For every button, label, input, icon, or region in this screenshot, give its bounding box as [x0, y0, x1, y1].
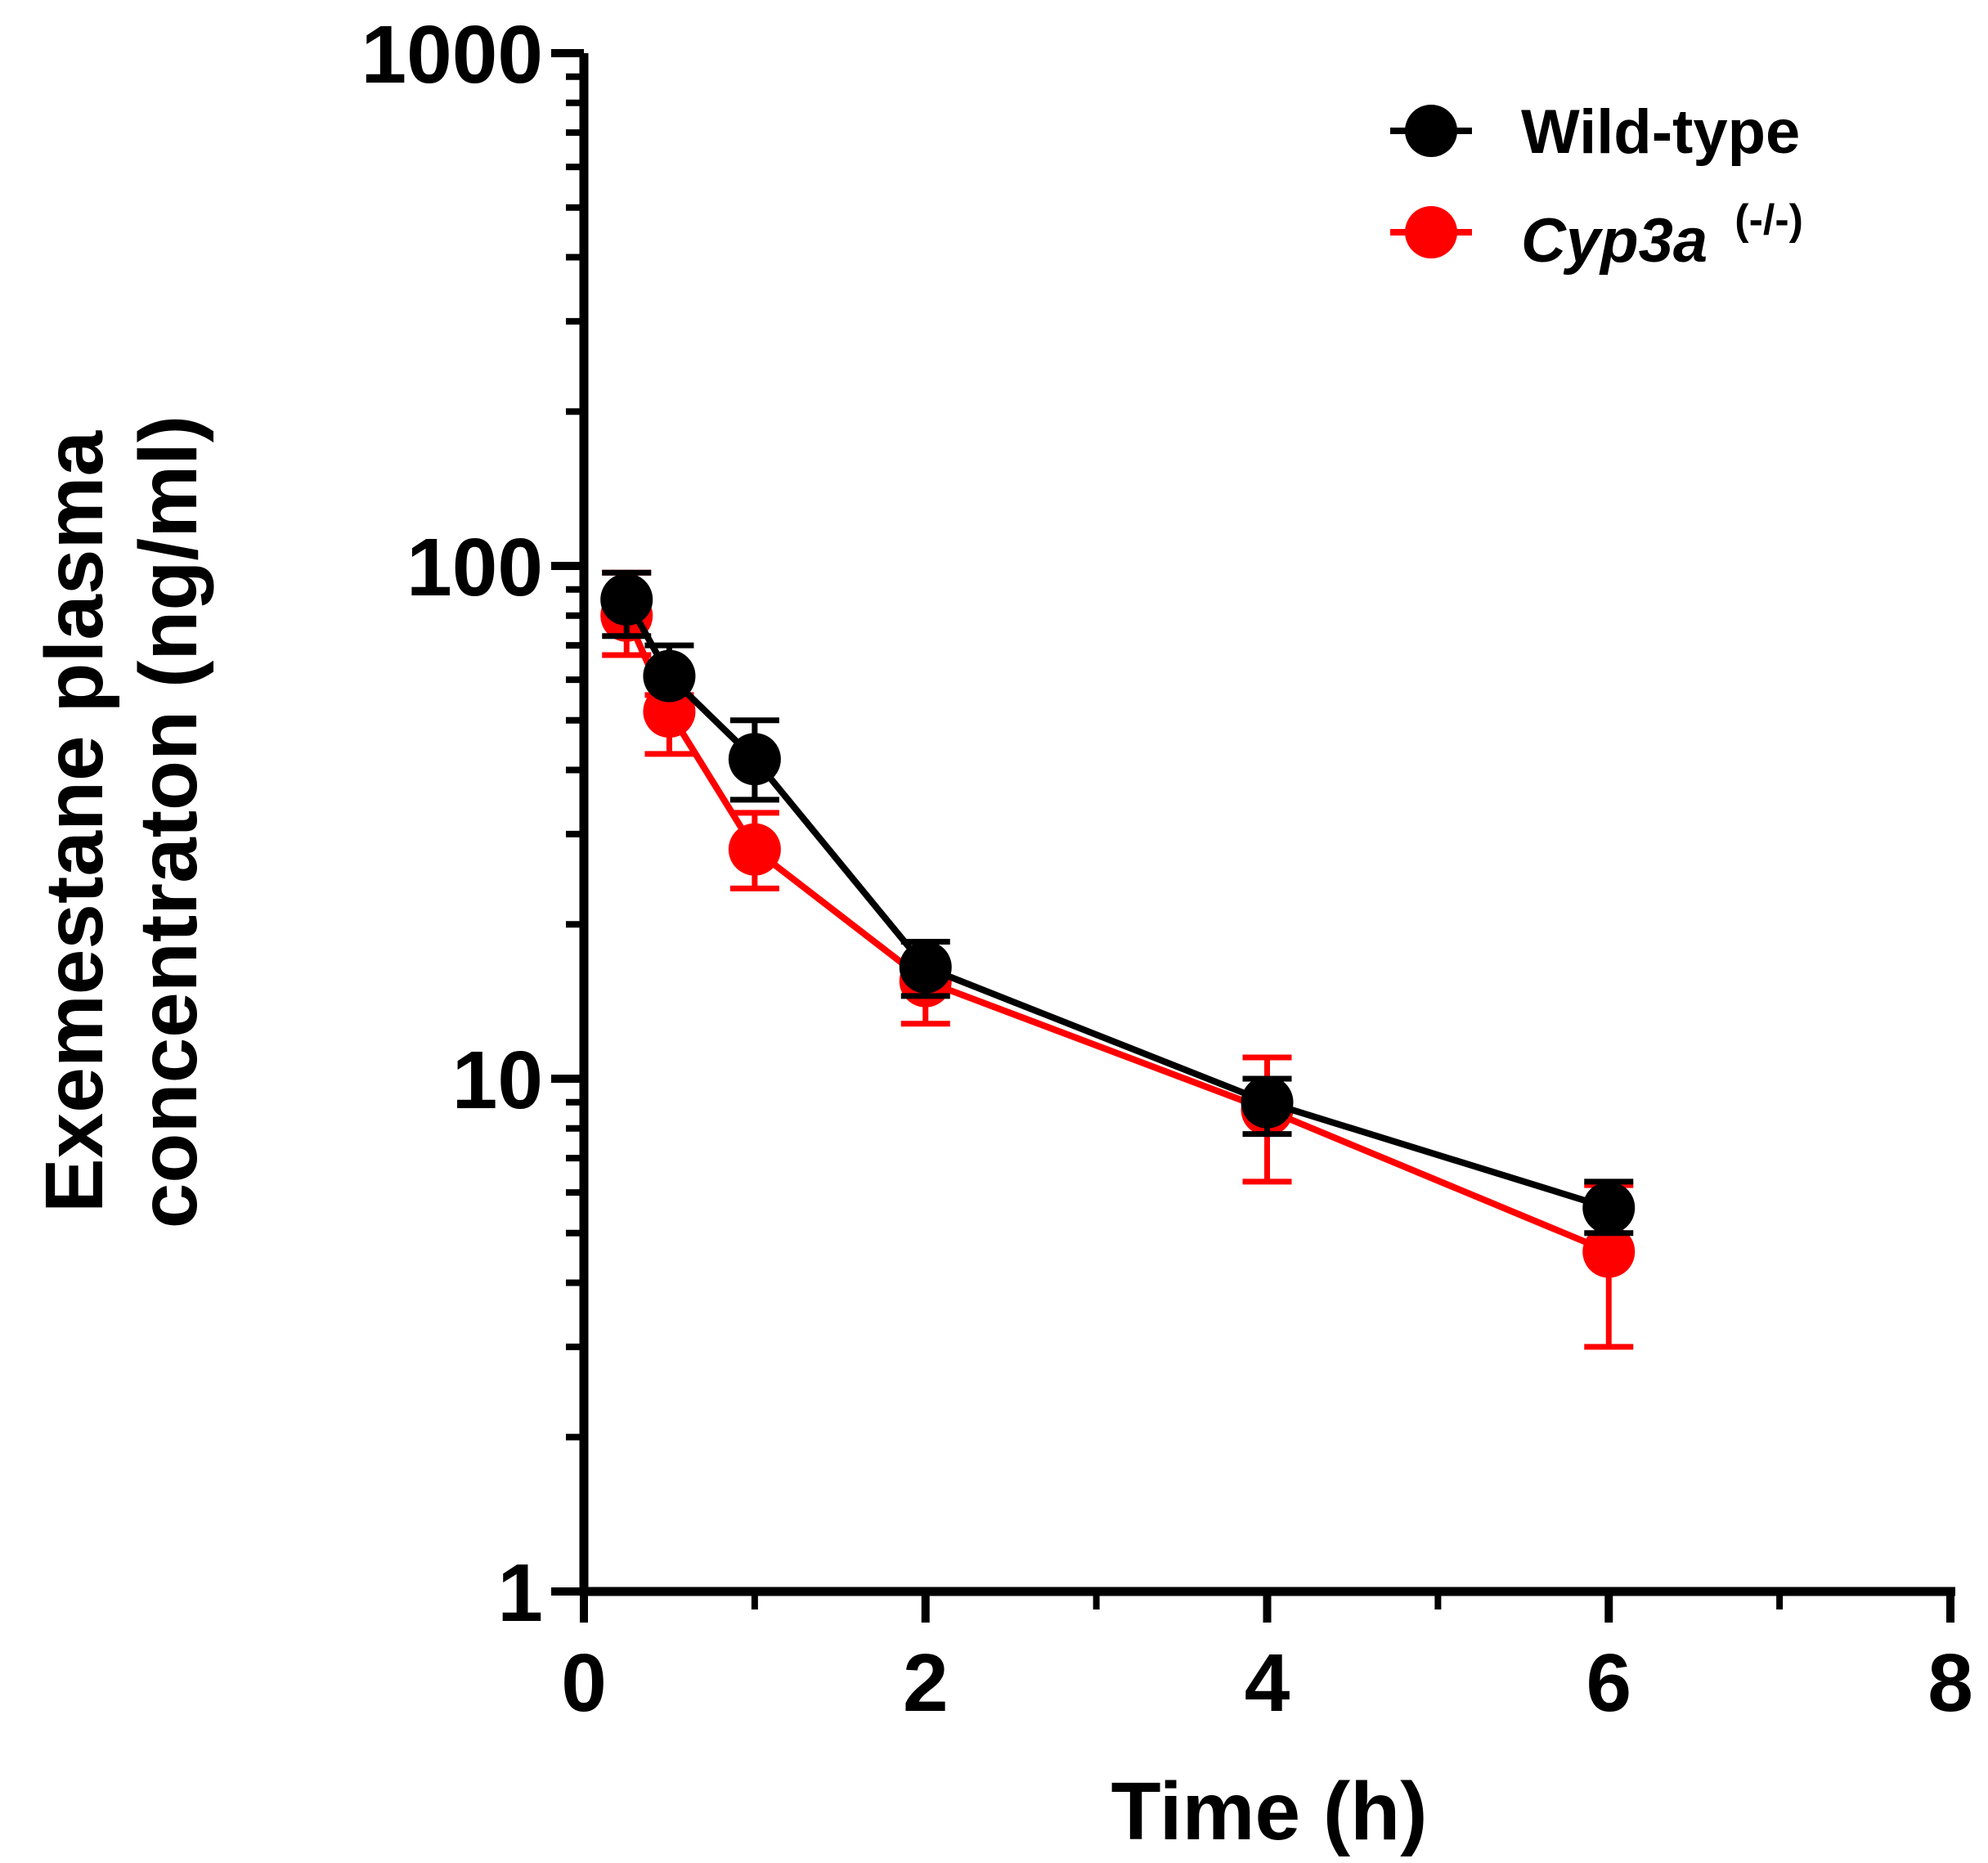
x-axis-title: Time (h): [1111, 1766, 1427, 1857]
data-point-cyp3a: [1582, 1225, 1636, 1278]
legend-label-cyp3a-superscript: (-/-): [1734, 196, 1803, 244]
legend-label-cyp3a-name: Cyp3a: [1521, 206, 1708, 276]
series-line-cyp3a: [623, 614, 1610, 1255]
legend-label-cyp3a: Cyp3a (-/-): [1521, 196, 1803, 276]
y-axis-title-line1: Exemestane plasma: [29, 430, 120, 1213]
data-point-wild-type: [728, 733, 781, 786]
legend-marker-wild-type: [1405, 105, 1457, 157]
series-line-wild-type: [623, 598, 1610, 1211]
data-point-wild-type: [643, 649, 696, 703]
x-tick-label: 8: [1927, 1637, 1973, 1729]
y-ticks: 1 10 100 1000: [361, 9, 584, 1639]
data-point-wild-type: [1582, 1181, 1636, 1234]
x-tick-label: 4: [1245, 1637, 1290, 1729]
legend-label-wild-type: Wild-type: [1521, 97, 1800, 167]
series-layer: [600, 569, 1636, 1350]
y-axis-title-line2: concentraton (ng/ml): [123, 415, 214, 1228]
data-point-wild-type: [600, 573, 653, 626]
y-tick-label: 1000: [361, 9, 543, 101]
x-ticks: 0 2 4 6 8: [561, 1591, 1973, 1729]
legend-item-cyp3a: Cyp3a (-/-): [1390, 196, 1803, 276]
legend-item-wild-type: Wild-type: [1390, 97, 1800, 167]
series-cyp3a: [600, 569, 1636, 1350]
x-tick-label: 0: [561, 1637, 607, 1729]
data-point-wild-type: [899, 940, 952, 994]
y-tick-label: 100: [406, 522, 543, 613]
y-tick-label: 10: [452, 1035, 543, 1126]
x-tick-label: 2: [903, 1637, 949, 1729]
legend: Wild-type Cyp3a (-/-): [1390, 97, 1803, 276]
data-point-cyp3a: [728, 823, 781, 876]
y-axis-title: Exemestane plasma concentraton (ng/ml): [29, 415, 214, 1228]
data-point-wild-type: [1241, 1075, 1294, 1129]
series-wild-type: [600, 569, 1636, 1237]
legend-marker-cyp3a: [1405, 206, 1457, 258]
y-tick-label: 1: [497, 1547, 543, 1639]
x-tick-label: 6: [1586, 1637, 1631, 1729]
